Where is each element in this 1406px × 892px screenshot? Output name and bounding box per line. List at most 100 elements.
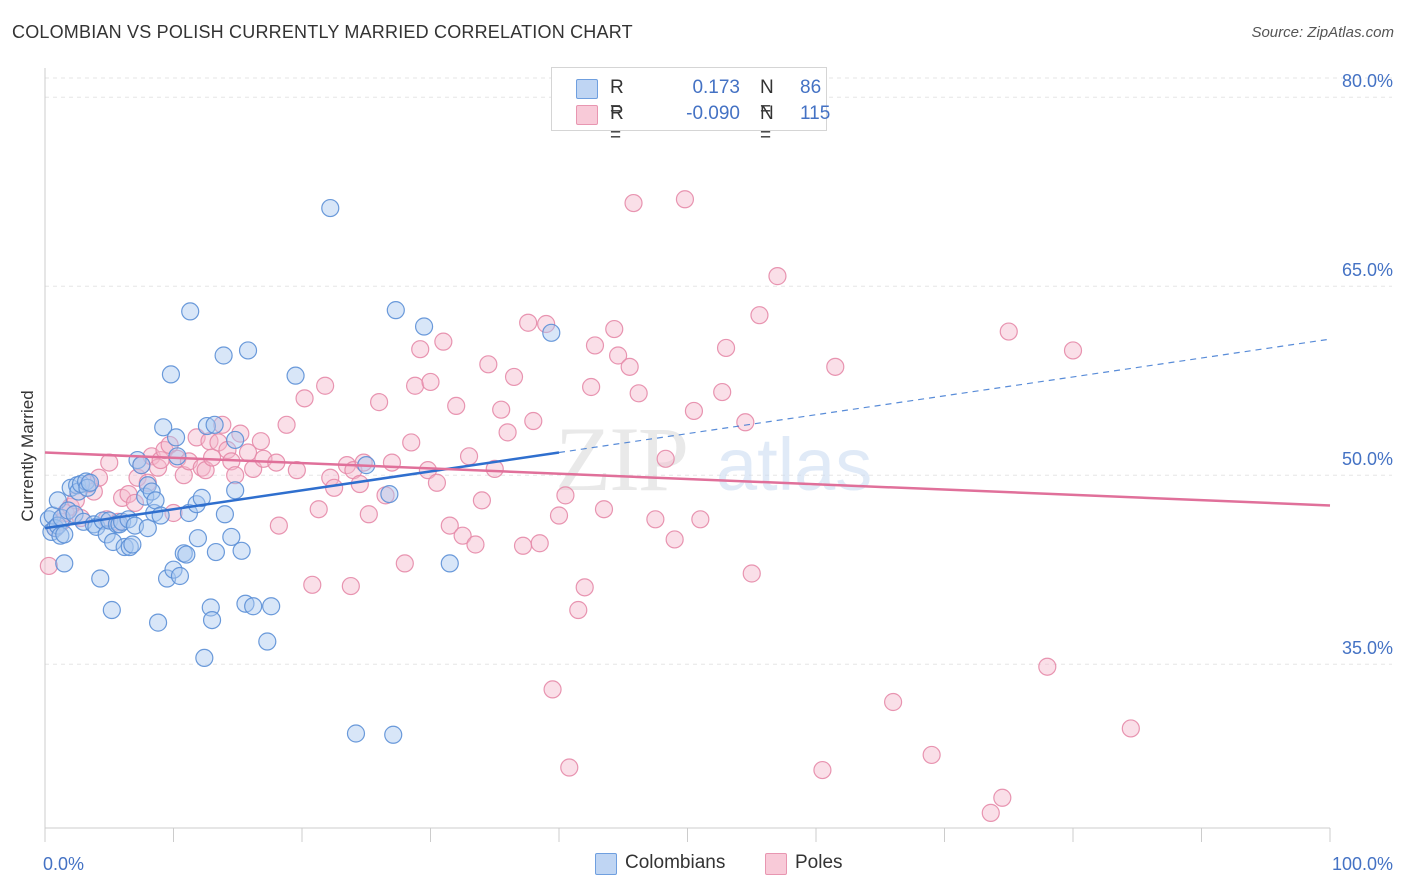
pole-point [530, 534, 549, 553]
colombian-point [80, 473, 100, 492]
colombian-point [55, 554, 74, 573]
colombian-point [91, 569, 110, 588]
colombian-point [146, 491, 165, 510]
pole-point [922, 745, 941, 765]
pole-point [716, 338, 736, 358]
series-colombians [39, 198, 561, 744]
pole-point [605, 319, 624, 339]
pole-point [556, 486, 575, 505]
y-axis-label: Currently Married [18, 390, 37, 521]
pole-point [675, 190, 695, 209]
pole-point [585, 336, 605, 355]
colombian-point [138, 519, 157, 538]
pole-point [434, 332, 453, 351]
pole-point [1038, 657, 1057, 676]
pole-point [504, 367, 524, 387]
pole-point [341, 576, 360, 596]
pole-point [421, 372, 440, 392]
pole-point [549, 506, 569, 525]
pole-point [713, 382, 732, 402]
pole-point [684, 401, 704, 421]
pole-point [543, 680, 562, 699]
pole-point [202, 448, 222, 467]
r-label: R = [610, 103, 624, 146]
pole-point [251, 432, 270, 451]
n-label: N = [760, 103, 774, 146]
poles-swatch [576, 105, 598, 125]
pole-point [624, 193, 643, 213]
colombian-point [123, 535, 142, 554]
pole-point [459, 447, 479, 466]
pole-point [498, 423, 517, 442]
pole-point [411, 340, 430, 359]
colombian-point [206, 542, 226, 562]
pole-point [742, 564, 761, 583]
colombian-point [346, 724, 366, 743]
y-tick-label: 35.0% [1342, 638, 1393, 658]
pole-point [750, 306, 769, 325]
pole-point [620, 357, 639, 376]
colombian-point [154, 418, 173, 437]
pole-point [269, 516, 288, 535]
colombian-point [148, 613, 168, 632]
pole-point [768, 267, 787, 286]
colombian-point [238, 341, 258, 360]
colombian-point [258, 632, 277, 651]
correlation-legend: R = 0.173 N = 86 R = -0.090 N = 115 [551, 67, 830, 146]
tick-labels: 35.0% 50.0% 65.0% 80.0% 0.0% 100.0% [43, 71, 1393, 874]
pole-point [402, 433, 421, 452]
colombian-point [380, 485, 399, 504]
colombian-point [226, 430, 245, 450]
poles-legend-label: Poles [795, 852, 843, 873]
watermark-zip: ZIP [555, 408, 687, 510]
pole-point [125, 493, 145, 513]
pole-point [519, 313, 538, 332]
pole-point [295, 389, 314, 408]
colombians-swatch [576, 79, 598, 99]
pole-point [370, 393, 389, 412]
colombian-point [104, 532, 123, 552]
pole-point [594, 500, 614, 519]
colombian-point [181, 302, 200, 321]
y-tick-label: 50.0% [1342, 449, 1393, 469]
watermark: ZIP atlas [555, 408, 872, 510]
colombian-point [202, 610, 222, 630]
colombian-point [120, 537, 139, 557]
pole-point [999, 322, 1018, 341]
colombian-point [197, 416, 217, 436]
pole-point [466, 535, 485, 554]
n-value: 86 [800, 77, 822, 98]
y-tick-label: 65.0% [1342, 260, 1393, 280]
pole-point [447, 396, 466, 415]
colombians-legend-swatch [595, 853, 617, 875]
colombian-point [102, 600, 121, 620]
pole-point [656, 449, 675, 468]
colombian-point [142, 482, 161, 501]
colombian-point [192, 488, 211, 507]
pole-point [453, 526, 472, 545]
watermark-atlas: atlas [716, 423, 872, 506]
colombian-point [188, 529, 208, 548]
colombian-point [205, 415, 224, 434]
axes [44, 68, 1331, 842]
colombian-point [168, 447, 187, 466]
pole-point [218, 440, 237, 460]
colombian-point [262, 597, 281, 616]
y-tick-label: 80.0% [1342, 71, 1393, 91]
colombian-point [542, 323, 561, 342]
colombian-point [177, 545, 196, 564]
pole-point [472, 491, 491, 510]
pole-point [646, 510, 665, 529]
colombian-point [214, 346, 233, 365]
pole-point [665, 530, 684, 549]
colombian-point [78, 478, 97, 497]
gridlines [45, 77, 1392, 665]
colombian-point [55, 525, 74, 544]
colombian-point [414, 317, 434, 336]
pole-point [993, 788, 1012, 807]
trend-lines [44, 338, 1331, 530]
pole-point [492, 400, 511, 419]
colombian-point [321, 198, 340, 218]
pole-point [575, 578, 594, 597]
pole-point [883, 692, 903, 712]
